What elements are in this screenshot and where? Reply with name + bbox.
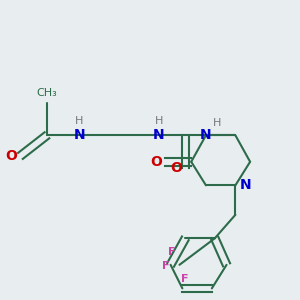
- Text: O: O: [6, 149, 17, 163]
- Text: O: O: [150, 155, 162, 169]
- Text: H: H: [213, 118, 222, 128]
- Text: N: N: [153, 128, 165, 142]
- Text: F: F: [167, 248, 175, 257]
- Text: N: N: [240, 178, 251, 192]
- Text: CH₃: CH₃: [37, 88, 57, 98]
- Text: H: H: [75, 116, 83, 126]
- Text: F: F: [181, 274, 188, 284]
- Text: N: N: [74, 128, 85, 142]
- Text: N: N: [200, 128, 212, 142]
- Text: H: H: [154, 116, 163, 126]
- Text: F: F: [162, 261, 169, 271]
- Text: O: O: [170, 161, 182, 175]
